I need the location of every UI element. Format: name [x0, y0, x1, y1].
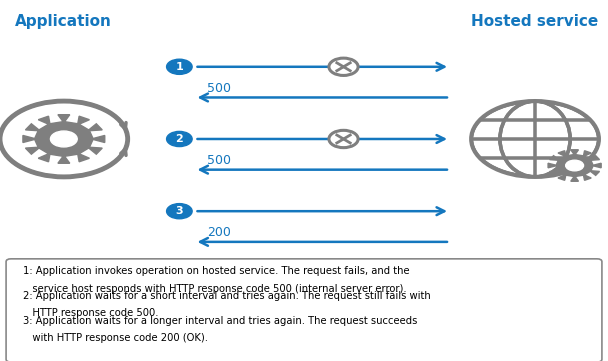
Text: with HTTP response code 200 (OK).: with HTTP response code 200 (OK). [23, 333, 208, 343]
Circle shape [329, 130, 358, 148]
Text: HTTP response code 500.: HTTP response code 500. [23, 308, 159, 318]
Circle shape [50, 131, 77, 147]
Text: 3: Application waits for a longer interval and tries again. The request succeeds: 3: Application waits for a longer interv… [23, 316, 418, 326]
Circle shape [329, 58, 358, 75]
Text: 500: 500 [207, 82, 230, 95]
FancyBboxPatch shape [6, 259, 602, 361]
Circle shape [167, 131, 192, 147]
Circle shape [167, 59, 192, 74]
Text: service host responds with HTTP response code 500 (internal server error).: service host responds with HTTP response… [23, 284, 407, 294]
Text: Application: Application [15, 14, 112, 29]
Text: 2: 2 [176, 134, 183, 144]
Circle shape [167, 204, 192, 219]
Polygon shape [23, 115, 105, 163]
Text: 200: 200 [207, 226, 230, 239]
Text: 500: 500 [207, 154, 230, 167]
Text: 3: 3 [176, 206, 183, 216]
Circle shape [565, 160, 584, 171]
Text: 1: Application invokes operation on hosted service. The request fails, and the: 1: Application invokes operation on host… [23, 266, 410, 277]
Text: 1: 1 [176, 62, 183, 72]
Text: Hosted service: Hosted service [471, 14, 599, 29]
Text: 2: Application waits for a short interval and tries again. The request still fai: 2: Application waits for a short interva… [23, 291, 431, 301]
Polygon shape [548, 150, 601, 181]
